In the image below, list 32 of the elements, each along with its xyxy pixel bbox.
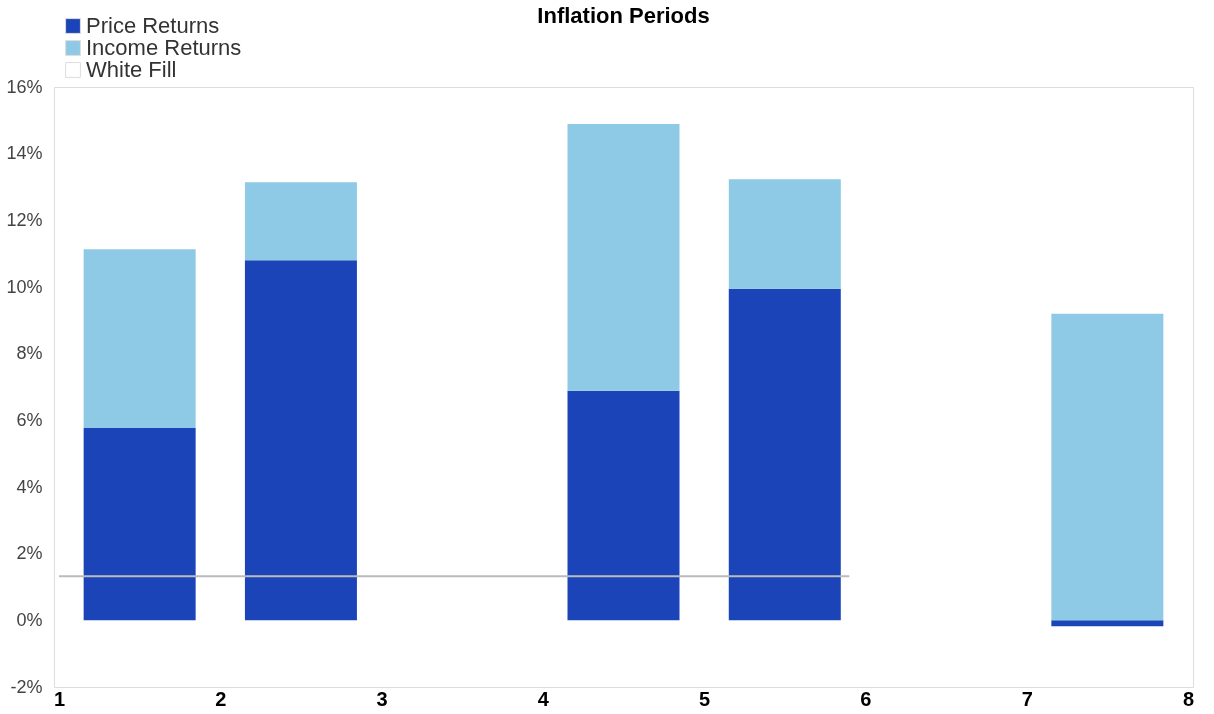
y-tick-label: 4% — [16, 476, 43, 497]
bar — [1051, 313, 1164, 621]
y-tick-label: 10% — [6, 276, 43, 297]
x-tick-label: 8 — [1182, 687, 1195, 710]
bar — [244, 182, 357, 261]
y-tick-label: 14% — [6, 143, 43, 164]
y-tick-label: 8% — [16, 343, 43, 364]
bar — [1051, 620, 1164, 627]
y-tick-label: 16% — [6, 76, 43, 97]
legend-label: Price Returns — [86, 13, 220, 38]
bar — [728, 288, 841, 621]
y-tick-label: 6% — [16, 409, 43, 430]
y-tick-label: -2% — [10, 676, 43, 697]
x-tick-label: 6 — [860, 687, 872, 710]
bar — [83, 249, 196, 428]
x-tick-label: 3 — [376, 687, 388, 710]
x-tick-label: 1 — [53, 687, 66, 710]
bar — [728, 179, 841, 289]
chart-title: Inflation Periods — [537, 3, 710, 28]
bar — [244, 260, 357, 621]
legend-label: White Fill — [86, 57, 177, 82]
bar — [567, 124, 680, 391]
x-tick-label: 4 — [537, 687, 550, 710]
x-tick-label: 7 — [1021, 687, 1033, 710]
x-tick-label: 5 — [699, 687, 711, 710]
y-tick-label: 2% — [16, 543, 43, 564]
y-tick-label: 12% — [6, 209, 43, 230]
bar — [567, 390, 680, 621]
x-tick-label: 2 — [215, 687, 227, 710]
legend-label: Income Returns — [86, 35, 242, 60]
y-tick-label: 0% — [16, 609, 43, 630]
bar — [83, 428, 196, 621]
